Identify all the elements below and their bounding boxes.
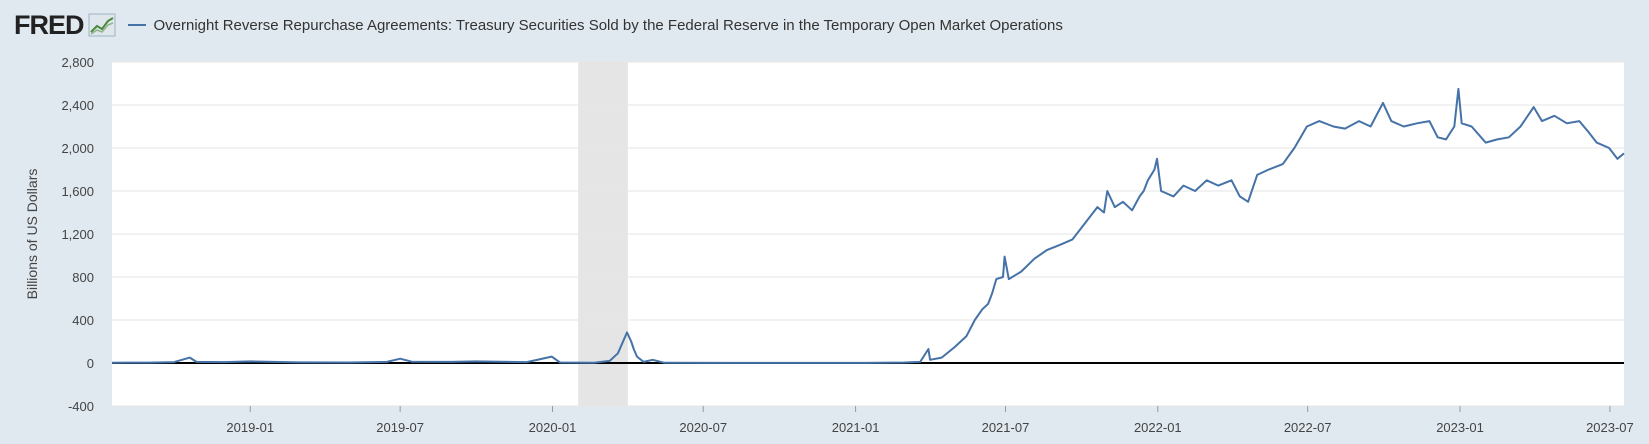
x-tick-label: 2019-07 bbox=[376, 420, 424, 435]
y-tick-label: 2,000 bbox=[61, 141, 94, 156]
x-tick-label: 2023-01 bbox=[1436, 420, 1484, 435]
y-tick-label: 800 bbox=[72, 270, 94, 285]
y-axis-label: Billions of US Dollars bbox=[24, 169, 40, 300]
x-tick-label: 2020-01 bbox=[529, 420, 577, 435]
x-tick-label: 2019-01 bbox=[226, 420, 274, 435]
y-tick-label: -400 bbox=[68, 399, 94, 414]
trend-chart-icon bbox=[88, 13, 115, 37]
chart-title: Overnight Reverse Repurchase Agreements:… bbox=[153, 16, 1063, 34]
legend-swatch bbox=[127, 24, 146, 26]
y-tick-label: 2,800 bbox=[61, 55, 94, 70]
x-tick-label: 2022-07 bbox=[1284, 420, 1332, 435]
x-tick-label: 2022-01 bbox=[1134, 420, 1182, 435]
y-tick-label: 400 bbox=[72, 313, 94, 328]
y-tick-label: 0 bbox=[87, 356, 94, 371]
y-tick-label: 2,400 bbox=[61, 98, 94, 113]
x-tick-label: 2020-07 bbox=[679, 420, 727, 435]
series-line[interactable] bbox=[111, 87, 1625, 364]
x-tick-label: 2023-07 bbox=[1586, 420, 1634, 435]
y-tick-label: 1,200 bbox=[61, 227, 94, 242]
x-tick-label: 2021-01 bbox=[832, 420, 880, 435]
chart-header: FRED Overnight Reverse Repurchase Agreem… bbox=[14, 8, 1063, 42]
fred-logo[interactable]: FRED bbox=[14, 9, 84, 40]
x-tick-label: 2021-07 bbox=[982, 420, 1030, 435]
y-tick-label: 1,600 bbox=[61, 184, 94, 199]
